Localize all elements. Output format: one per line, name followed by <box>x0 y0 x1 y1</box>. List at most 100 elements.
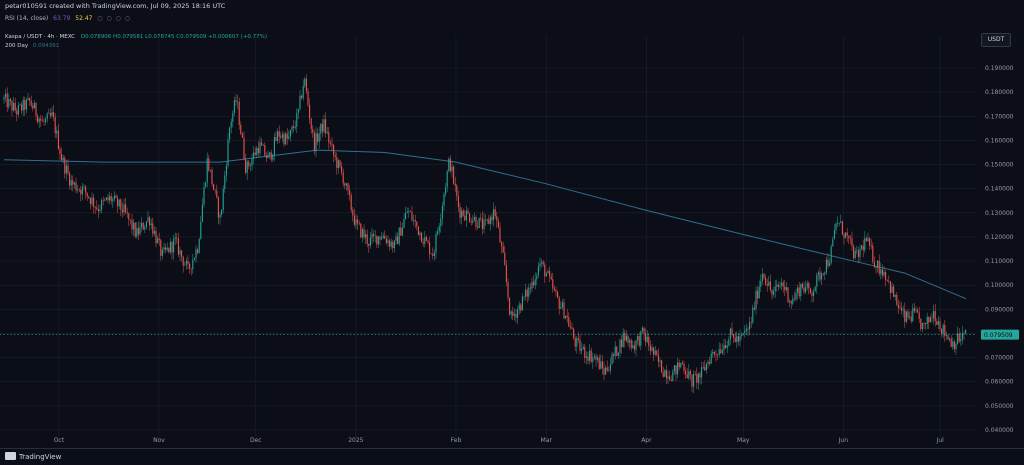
candle-body <box>597 357 599 360</box>
ma-label: 200 Day <box>5 43 29 49</box>
candle-body <box>926 316 928 325</box>
candle-body <box>120 199 122 210</box>
candle-body <box>197 249 199 253</box>
candle-body <box>547 271 549 274</box>
candle-body <box>747 328 749 330</box>
candle-body <box>486 219 488 221</box>
candle-body <box>934 311 936 322</box>
candle-body <box>153 230 155 234</box>
candle-body <box>464 215 466 221</box>
candle-body <box>797 287 799 293</box>
rsi-legend[interactable]: RSI (14, close) 63.79 52.47 ○ ○ ○ ○ <box>5 14 131 24</box>
candle-body <box>795 292 797 300</box>
candle-body <box>867 238 869 242</box>
candle-body <box>377 236 379 245</box>
candle-body <box>294 126 296 128</box>
candle-body <box>558 297 560 309</box>
candle-body <box>408 211 410 212</box>
candle-body <box>483 219 485 229</box>
candle-body <box>174 237 176 240</box>
candle-body <box>280 136 282 138</box>
candle-body <box>801 283 803 288</box>
candle-body <box>61 153 63 161</box>
candle-body <box>329 142 331 144</box>
candle-body <box>131 219 133 230</box>
candle-body <box>659 360 661 362</box>
candle-body <box>717 354 719 356</box>
candle-body <box>397 236 399 244</box>
tradingview-logo[interactable]: TradingView <box>5 452 61 462</box>
candle-body <box>822 273 824 275</box>
candle-body <box>262 145 264 146</box>
candle-body <box>837 222 839 224</box>
candle-body <box>833 230 835 240</box>
candle-body <box>531 281 533 289</box>
y-tick-label: 0.120000 <box>985 234 1014 241</box>
candle-body <box>272 154 274 160</box>
candle-body <box>757 290 759 299</box>
candle-body <box>448 158 450 172</box>
candle-body <box>365 234 367 238</box>
candle-body <box>539 263 541 267</box>
candle-body <box>933 311 935 319</box>
candle-body <box>928 316 930 323</box>
candle-body <box>577 338 579 340</box>
candle-body <box>222 188 224 210</box>
candle-body <box>65 165 67 174</box>
candle-body <box>784 286 786 291</box>
ma-legend[interactable]: 200 Day 0.094391 <box>5 42 59 51</box>
candle-body <box>93 197 95 207</box>
candle-body <box>355 219 357 225</box>
rsi-label: RSI (14, close) <box>5 15 49 22</box>
candle-body <box>725 345 727 349</box>
candle-body <box>232 113 234 122</box>
candle-body <box>469 213 471 222</box>
candle-body <box>569 326 571 328</box>
candle-body <box>510 311 512 315</box>
candle-body <box>600 361 602 369</box>
candle-body <box>942 325 944 334</box>
candle-body <box>293 126 295 128</box>
candle-body <box>848 235 850 239</box>
rsi-legend-icons[interactable]: ○ ○ ○ ○ <box>97 15 132 22</box>
candle-body <box>45 118 47 122</box>
y-tick-label: 0.180000 <box>985 89 1014 96</box>
candle-body <box>382 235 384 238</box>
candle-body <box>286 133 288 139</box>
candle-body <box>952 341 954 347</box>
candle-body <box>88 196 90 199</box>
candle-body <box>864 238 866 251</box>
symbol-legend: Kaspa / USDT · 4h · MEXC O0.078906 H0.07… <box>5 33 267 42</box>
candle-body <box>513 313 515 316</box>
candle-body <box>565 315 567 319</box>
candle-body <box>160 240 162 256</box>
candle-body <box>123 204 125 213</box>
candle-body <box>277 131 279 141</box>
candle-body <box>643 327 645 334</box>
candle-body <box>401 227 403 236</box>
candle-body <box>369 237 371 246</box>
candle-body <box>125 204 127 212</box>
candle-body <box>264 145 266 156</box>
candle-body <box>30 100 32 106</box>
candle-body <box>816 274 818 287</box>
symbol-label[interactable]: Kaspa / USDT · 4h · MEXC <box>5 34 75 40</box>
candle-body <box>491 216 493 221</box>
candle-body <box>24 99 26 110</box>
candle-body <box>328 132 330 143</box>
candle-body <box>62 158 64 161</box>
candle-body <box>742 333 744 335</box>
currency-button[interactable]: USDT <box>981 33 1011 47</box>
candle-body <box>888 280 890 282</box>
candle-body <box>733 333 735 338</box>
candle-body <box>870 245 872 247</box>
y-tick-label: 0.040000 <box>985 427 1014 434</box>
candle-body <box>283 134 285 145</box>
candle-body <box>893 286 895 297</box>
candle-body <box>424 237 426 244</box>
price-chart[interactable]: 0.190000 0.180000 0.170000 0.160000 0.150000… <box>0 0 1024 448</box>
candle-body <box>961 332 963 340</box>
candle-body <box>64 158 66 174</box>
tradingview-logo-icon <box>5 452 16 460</box>
candle-body <box>118 199 120 207</box>
